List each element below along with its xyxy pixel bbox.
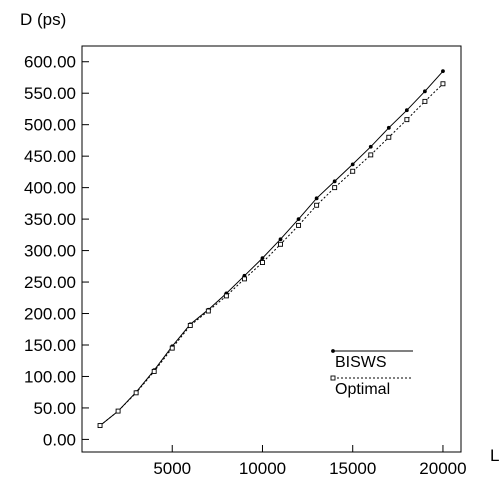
y-tick-label: 150.00 bbox=[24, 336, 76, 355]
x-axis-title: L bbox=[490, 446, 499, 465]
data-point bbox=[386, 125, 391, 130]
plot-area-frame bbox=[81, 45, 462, 453]
data-point bbox=[241, 276, 247, 282]
data-point bbox=[205, 308, 211, 314]
y-axis-title: D (ps) bbox=[20, 10, 66, 29]
data-point bbox=[115, 408, 121, 414]
legend-item-bisws: BISWS bbox=[331, 349, 413, 371]
data-point bbox=[223, 293, 229, 299]
x-tick-label: 10000 bbox=[239, 459, 286, 478]
data-point bbox=[350, 168, 356, 174]
data-point bbox=[260, 256, 265, 261]
y-tick-label: 50.00 bbox=[33, 399, 76, 418]
legend-item-optimal: Optimal bbox=[330, 375, 413, 398]
series-line bbox=[99, 83, 444, 426]
data-point bbox=[422, 98, 428, 104]
data-point bbox=[332, 185, 338, 191]
data-point bbox=[133, 390, 139, 396]
data-point bbox=[368, 144, 373, 149]
axis-ticks: 0.00 50.00 100.00 150.00 200.00 250.00 300.00 3… bbox=[24, 53, 467, 478]
y-tick-label: 500.00 bbox=[24, 116, 76, 135]
data-point bbox=[187, 323, 193, 328]
y-tick-label: 350.00 bbox=[24, 210, 76, 229]
data-point bbox=[278, 237, 283, 242]
x-tick-label: 15000 bbox=[329, 459, 376, 478]
data-point bbox=[441, 69, 445, 74]
data-point bbox=[314, 196, 319, 201]
y-tick-label: 250.00 bbox=[24, 273, 76, 292]
data-point bbox=[404, 117, 410, 123]
x-tick-label: 20000 bbox=[419, 459, 466, 478]
data-point bbox=[368, 152, 374, 158]
data-point bbox=[332, 179, 337, 184]
legend-marker bbox=[330, 375, 336, 381]
series-bisws bbox=[98, 69, 445, 428]
data-point bbox=[350, 162, 355, 167]
legend-marker bbox=[331, 349, 335, 353]
data-point bbox=[169, 345, 175, 351]
data-point bbox=[151, 368, 157, 374]
data-point bbox=[296, 222, 302, 228]
y-tick-label: 200.00 bbox=[24, 305, 76, 324]
y-tick-label: 100.00 bbox=[24, 367, 76, 386]
legend: BISWS Optimal bbox=[330, 349, 413, 398]
data-series bbox=[97, 69, 446, 429]
legend-label: Optimal bbox=[335, 381, 390, 398]
y-tick-label: 400.00 bbox=[24, 179, 76, 198]
y-tick-label: 600.00 bbox=[24, 53, 76, 72]
data-point bbox=[386, 134, 392, 140]
data-point bbox=[314, 202, 320, 208]
y-tick-label: 300.00 bbox=[24, 242, 76, 261]
y-tick-label: 0.00 bbox=[43, 430, 76, 449]
data-point bbox=[260, 260, 265, 265]
data-point bbox=[404, 108, 409, 113]
data-point bbox=[296, 217, 301, 222]
data-point bbox=[278, 241, 283, 247]
series-line bbox=[99, 70, 444, 426]
data-point bbox=[423, 89, 427, 94]
series-optimal bbox=[97, 81, 446, 429]
data-point bbox=[440, 81, 446, 87]
y-tick-label: 550.00 bbox=[24, 84, 76, 103]
x-tick-label: 5000 bbox=[153, 459, 191, 478]
y-tick-label: 450.00 bbox=[24, 147, 76, 166]
legend-label: BISWS bbox=[335, 354, 387, 371]
data-point bbox=[97, 423, 103, 429]
